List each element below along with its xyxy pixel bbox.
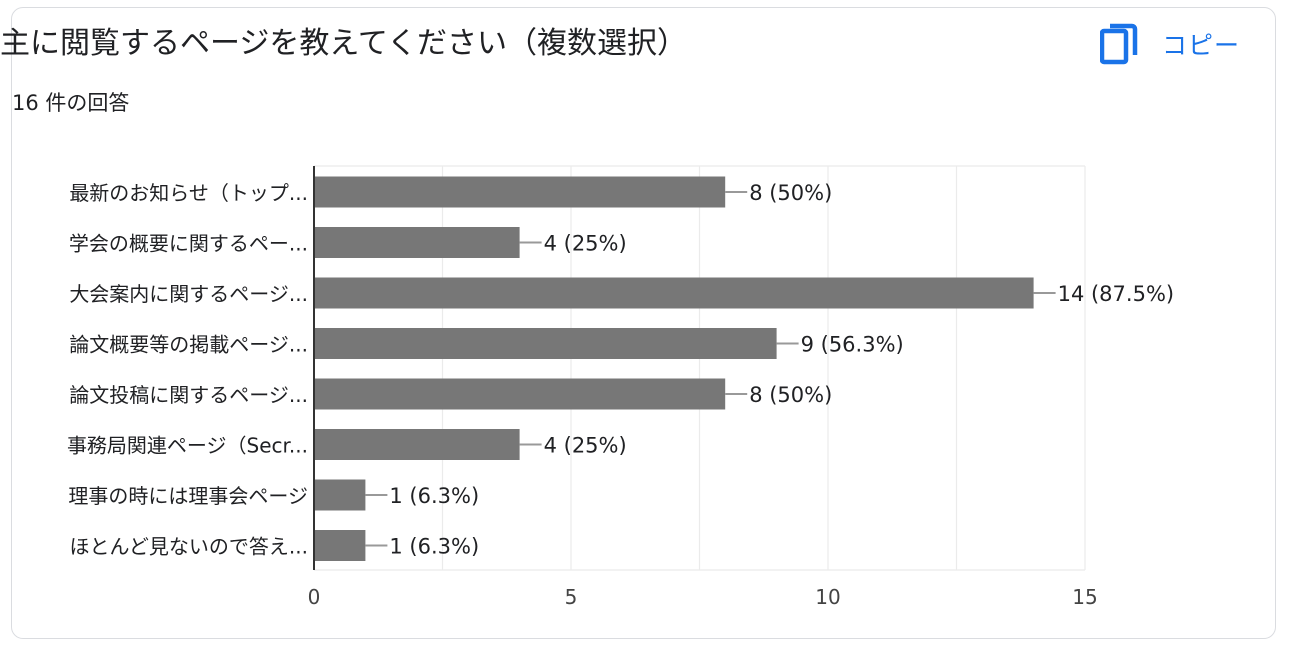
copy-button[interactable]: コピー <box>1100 20 1240 68</box>
response-summary-card <box>11 7 1276 639</box>
copy-icon <box>1100 23 1138 65</box>
response-count: 16 件の回答 <box>12 91 130 115</box>
copy-label: コピー <box>1162 31 1241 60</box>
question-title: 主に閲覧するページを教えてください（複数選択） <box>0 26 687 61</box>
